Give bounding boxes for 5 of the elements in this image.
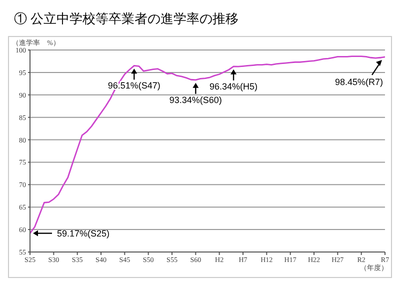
annotation: 96.34%(H5) bbox=[210, 81, 258, 92]
annotation: 93.34%(S60) bbox=[169, 94, 222, 105]
annotation: 98.45%(R7) bbox=[334, 76, 383, 87]
annotation: 59.17%(S25) bbox=[57, 228, 110, 238]
chart-title: ① 公立中学校等卒業者の進学率の推移 bbox=[14, 10, 239, 28]
